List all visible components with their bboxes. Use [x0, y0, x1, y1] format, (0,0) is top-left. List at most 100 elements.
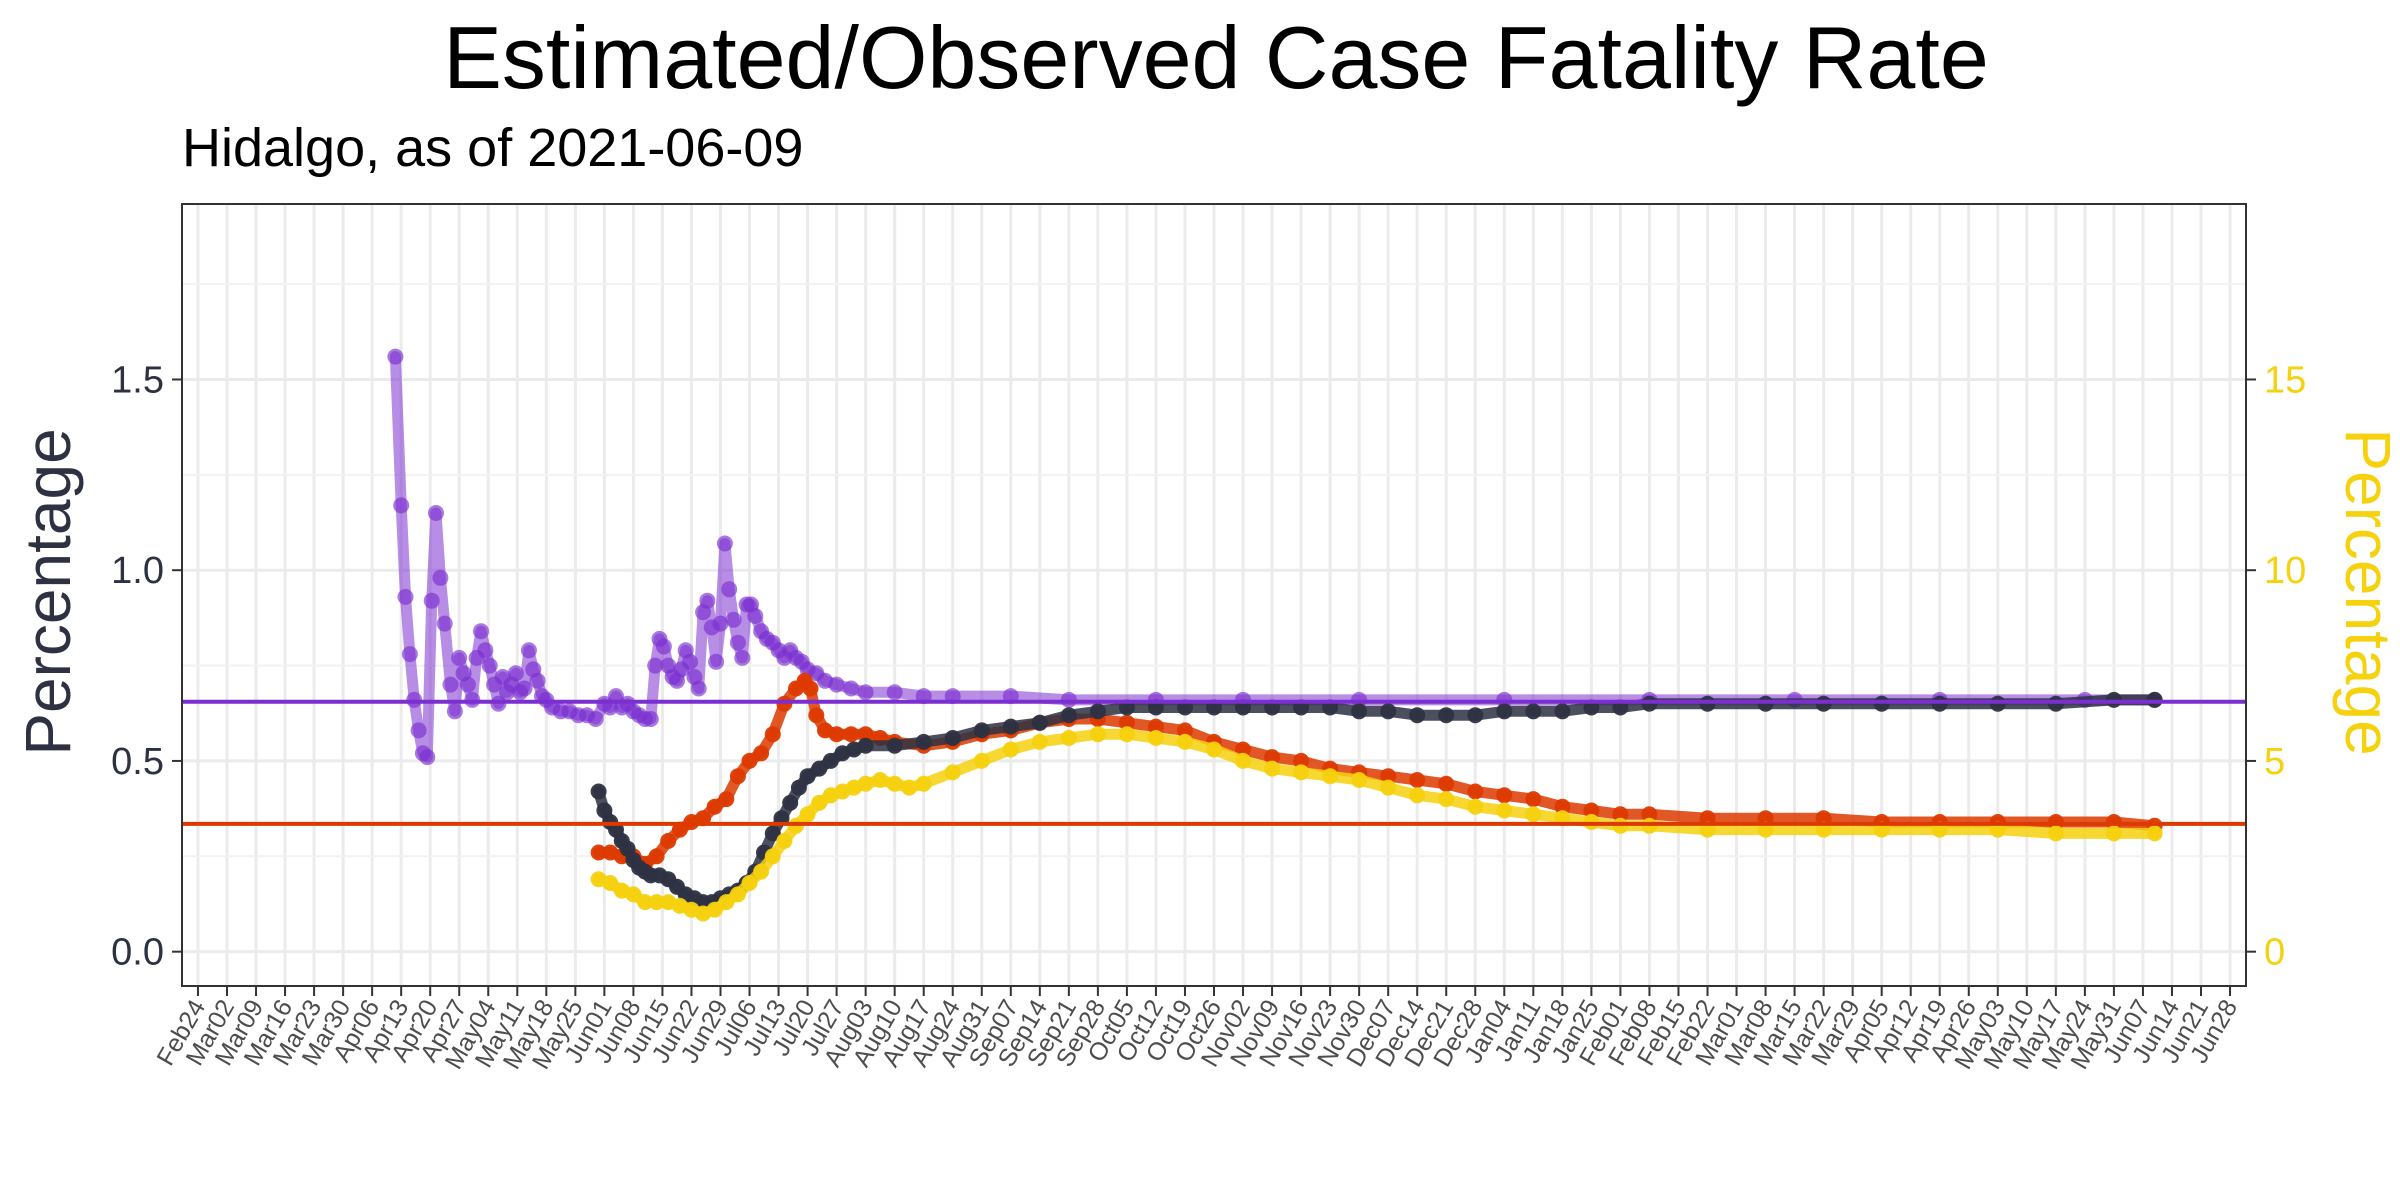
y-right-tick-label: 10: [2264, 550, 2306, 592]
data-point: [590, 783, 607, 800]
data-point: [1177, 733, 1193, 750]
data-point: [753, 745, 770, 762]
data-point: [734, 649, 751, 666]
data-point: [1438, 791, 1455, 808]
data-point: [655, 638, 672, 655]
data-point: [481, 657, 498, 674]
data-point: [718, 894, 735, 911]
data-point: [393, 497, 410, 514]
data-point: [1641, 806, 1658, 823]
grid: [182, 204, 2246, 986]
data-point: [747, 608, 764, 624]
data-point: [782, 794, 799, 811]
data-point: [764, 825, 781, 842]
data-point: [1467, 707, 1484, 724]
data-point: [718, 791, 735, 808]
data-point: [828, 726, 845, 743]
data-point: [637, 894, 653, 911]
data-point: [1467, 798, 1484, 815]
data-point: [729, 634, 746, 651]
data-point: [901, 779, 918, 796]
data-point: [857, 726, 874, 743]
data-point: [1031, 733, 1048, 750]
data-point: [915, 733, 932, 750]
data-point: [1438, 707, 1455, 724]
data-point: [1293, 764, 1310, 781]
y-axis-left: 0.0 0.5 1.0 1.5: [111, 359, 182, 974]
data-point: [387, 348, 404, 365]
data-point: [886, 737, 903, 754]
data-point: [753, 863, 770, 880]
data-point: [2105, 825, 2122, 842]
y-right-tick-label: 0: [2264, 932, 2285, 974]
data-point: [1177, 722, 1193, 739]
data-point: [886, 684, 903, 701]
data-point: [1380, 768, 1397, 785]
data-point: [446, 703, 463, 720]
data-point: [811, 760, 828, 777]
y-axis-right-label: Percentage: [2332, 428, 2400, 755]
chart-title: Estimated/Observed Case Fatality Rate: [443, 8, 1989, 107]
data-point: [1525, 703, 1542, 720]
data-point: [432, 569, 449, 586]
data-point: [944, 764, 961, 781]
data-point: [706, 798, 723, 815]
data-point: [1089, 703, 1106, 720]
data-point: [857, 737, 874, 754]
data-point: [1409, 707, 1426, 724]
data-point: [459, 676, 476, 693]
y-right-tick-label: 15: [2264, 359, 2306, 401]
data-point: [843, 726, 860, 743]
data-point: [682, 653, 698, 670]
data-point: [776, 833, 793, 849]
x-axis: Feb24Mar02Mar09Mar16Mar23Mar30Apr06Apr13…: [152, 986, 2243, 1074]
data-point: [1612, 806, 1629, 823]
data-point: [1322, 768, 1339, 785]
data-point: [1147, 718, 1164, 735]
data-point: [741, 875, 758, 891]
data-point: [915, 775, 932, 792]
chart-subtitle: Hidalgo, as of 2021-06-09: [182, 118, 803, 178]
data-point: [442, 676, 459, 693]
data-point: [1351, 772, 1368, 788]
data-point: [1496, 802, 1513, 819]
data-point: [520, 642, 537, 659]
data-point: [590, 844, 607, 861]
data-point: [799, 768, 816, 785]
data-point: [973, 722, 990, 739]
data-point: [1438, 775, 1455, 792]
data-point: [1409, 787, 1426, 804]
data-point: [1089, 726, 1106, 743]
y-axis-right: 0 5 10 15: [2246, 359, 2306, 974]
data-point: [725, 611, 742, 628]
data-point: [790, 779, 807, 796]
data-point: [1351, 703, 1368, 720]
data-point: [1031, 714, 1048, 731]
data-point: [706, 901, 723, 918]
data-point: [1118, 726, 1135, 743]
data-point: [857, 684, 874, 701]
data-point: [423, 592, 440, 609]
series-0: [387, 348, 2163, 766]
data-point: [822, 752, 839, 769]
data-point: [1467, 783, 1484, 800]
data-point: [764, 726, 781, 743]
data-point: [802, 680, 819, 697]
data-point: [473, 623, 489, 640]
data-point: [2146, 825, 2163, 842]
y-right-tick-label: 5: [2264, 741, 2285, 783]
data-point: [1525, 806, 1542, 823]
data-point: [1002, 718, 1019, 735]
data-point: [741, 752, 758, 769]
data-point: [872, 772, 889, 788]
data-point: [808, 707, 825, 724]
data-point: [1380, 779, 1397, 796]
data-point: [886, 775, 903, 792]
y-left-tick-label: 0.0: [111, 932, 164, 974]
data-point: [1554, 798, 1571, 815]
data-point: [764, 848, 781, 865]
data-point: [1380, 703, 1397, 720]
data-point: [712, 615, 729, 632]
data-point: [811, 794, 828, 811]
data-point: [1060, 707, 1077, 724]
